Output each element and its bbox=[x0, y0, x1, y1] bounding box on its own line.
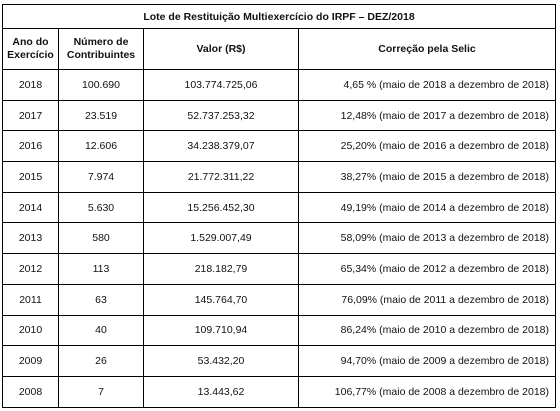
column-header: Correção pela Selic bbox=[297, 28, 557, 70]
year-cell: 2015 bbox=[2, 161, 59, 193]
year-cell: 2013 bbox=[2, 222, 59, 255]
value-cell: 109.710,94 bbox=[143, 314, 299, 347]
table-title: Lote de Restituição Multiexercício do IR… bbox=[1, 4, 557, 29]
taxpayers-cell: 113 bbox=[58, 253, 144, 285]
table-body: 2018 100.690 103.774.725,06 4,65 % (maio de… bbox=[2, 69, 557, 408]
value-cell: 21.772.311,22 bbox=[143, 161, 299, 193]
year-cell: 2011 bbox=[2, 283, 59, 316]
value-cell: 52.737.253,32 bbox=[143, 99, 299, 132]
table-row: 2012 113 218.182,79 65,34% (maio de 2012 a … bbox=[2, 253, 557, 285]
selic-cell: 25,20% (maio de 2016 a dezembro de 2018) bbox=[297, 130, 557, 163]
value-cell: 1.529.007,49 bbox=[143, 222, 299, 255]
table-row: 2008 7 13.443,62 106,77% (maio de 2008 a de… bbox=[2, 375, 557, 408]
selic-cell: 86,24% (maio de 2010 a dezembro de 2018) bbox=[297, 314, 557, 347]
selic-cell: 65,34% (maio de 2012 a dezembro de 2018) bbox=[297, 253, 557, 285]
year-cell: 2018 bbox=[2, 69, 59, 101]
header-row: Ano do Exercício Número de Contribuintes V… bbox=[2, 28, 557, 70]
taxpayers-cell: 580 bbox=[58, 222, 144, 255]
selic-cell: 4,65 % (maio de 2018 a dezembro de 2018) bbox=[297, 69, 557, 101]
selic-cell: 76,09% (maio de 2011 a dezembro de 2018) bbox=[297, 283, 557, 316]
table-row: 2009 26 53.432,20 94,70% (maio de 2009 a de… bbox=[2, 345, 557, 377]
table-row: 2014 5.630 15.256.452,30 49,19% (maio de 20… bbox=[2, 191, 557, 224]
value-cell: 34.238.379,07 bbox=[143, 130, 299, 163]
year-cell: 2017 bbox=[2, 99, 59, 132]
table-row: 2018 100.690 103.774.725,06 4,65 % (maio de… bbox=[2, 69, 557, 101]
column-header: Número de Contribuintes bbox=[58, 28, 144, 70]
value-cell: 145.764,70 bbox=[143, 283, 299, 316]
taxpayers-cell: 12.606 bbox=[58, 130, 144, 163]
value-cell: 53.432,20 bbox=[143, 345, 299, 377]
table-row: 2010 40 109.710,94 86,24% (maio de 2010 a d… bbox=[2, 314, 557, 347]
taxpayers-cell: 63 bbox=[58, 283, 144, 316]
selic-cell: 58,09% (maio de 2013 a dezembro de 2018) bbox=[297, 222, 557, 255]
selic-cell: 38,27% (maio de 2015 a dezembro de 2018) bbox=[297, 161, 557, 193]
table-row: 2015 7.974 21.772.311,22 38,27% (maio de 20… bbox=[2, 161, 557, 193]
value-cell: 103.774.725,06 bbox=[143, 69, 299, 101]
year-cell: 2014 bbox=[2, 191, 59, 224]
taxpayers-cell: 7.974 bbox=[58, 161, 144, 193]
taxpayers-cell: 5.630 bbox=[58, 191, 144, 224]
table-row: 2016 12.606 34.238.379,07 25,20% (maio de 2… bbox=[2, 130, 557, 163]
selic-cell: 12,48% (maio de 2017 a dezembro de 2018) bbox=[297, 99, 557, 132]
year-cell: 2010 bbox=[2, 314, 59, 347]
year-cell: 2016 bbox=[2, 130, 59, 163]
taxpayers-cell: 7 bbox=[58, 375, 144, 408]
selic-cell: 49,19% (maio de 2014 a dezembro de 2018) bbox=[297, 191, 557, 224]
taxpayers-cell: 26 bbox=[58, 345, 144, 377]
selic-cell: 94,70% (maio de 2009 a dezembro de 2018) bbox=[297, 345, 557, 377]
selic-cell: 106,77% (maio de 2008 a dezembro de 2018… bbox=[297, 375, 557, 408]
value-cell: 218.182,79 bbox=[143, 253, 299, 285]
value-cell: 13.443,62 bbox=[143, 375, 299, 408]
table-row: 2013 580 1.529.007,49 58,09% (maio de 2013 … bbox=[2, 222, 557, 255]
column-header: Ano do Exercício bbox=[2, 28, 59, 70]
title-row: Lote de Restituição Multiexercício do IR… bbox=[1, 4, 557, 29]
table-row: 2017 23.519 52.737.253,32 12,48% (maio de 2… bbox=[2, 99, 557, 132]
table-container: Lote de Restituição Multiexercício do IR… bbox=[1, 4, 557, 408]
table-row: 2011 63 145.764,70 76,09% (maio de 2011 a d… bbox=[2, 283, 557, 316]
data-table: Lote de Restituição Multiexercício do IR… bbox=[1, 4, 557, 408]
taxpayers-cell: 100.690 bbox=[58, 69, 144, 101]
year-cell: 2008 bbox=[2, 375, 59, 408]
taxpayers-cell: 40 bbox=[58, 314, 144, 347]
value-cell: 15.256.452,30 bbox=[143, 191, 299, 224]
year-cell: 2009 bbox=[2, 345, 59, 377]
taxpayers-cell: 23.519 bbox=[58, 99, 144, 132]
year-cell: 2012 bbox=[2, 253, 59, 285]
column-header: Valor (R$) bbox=[143, 28, 299, 70]
